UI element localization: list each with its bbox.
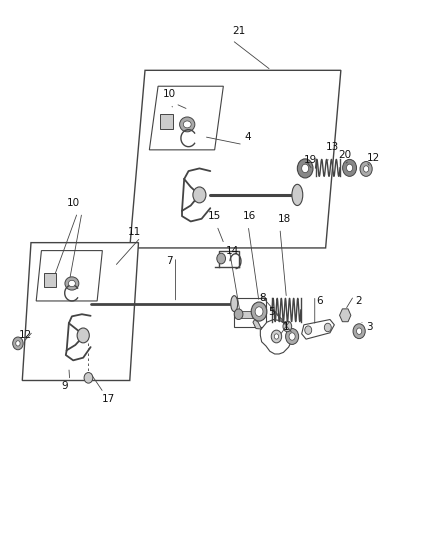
Ellipse shape xyxy=(184,121,191,128)
Polygon shape xyxy=(339,309,351,322)
Text: 21: 21 xyxy=(232,26,245,36)
Polygon shape xyxy=(253,319,261,329)
Polygon shape xyxy=(36,251,102,301)
Circle shape xyxy=(353,324,365,338)
Text: 16: 16 xyxy=(243,211,256,221)
Bar xyxy=(234,298,265,327)
Bar xyxy=(241,311,257,318)
Circle shape xyxy=(234,309,243,319)
Circle shape xyxy=(302,164,309,173)
Text: 20: 20 xyxy=(339,150,352,160)
Ellipse shape xyxy=(292,184,303,206)
Ellipse shape xyxy=(65,277,79,290)
Circle shape xyxy=(286,328,299,344)
Circle shape xyxy=(217,253,226,264)
Circle shape xyxy=(346,164,353,172)
Text: 18: 18 xyxy=(278,214,291,224)
Circle shape xyxy=(297,159,313,178)
Circle shape xyxy=(274,334,279,339)
Polygon shape xyxy=(22,243,138,381)
Circle shape xyxy=(360,161,372,176)
Text: 8: 8 xyxy=(259,293,266,303)
Circle shape xyxy=(16,341,20,346)
Polygon shape xyxy=(260,319,292,354)
Circle shape xyxy=(271,330,282,343)
Text: 1: 1 xyxy=(283,322,290,333)
Text: 2: 2 xyxy=(355,296,362,306)
Text: 10: 10 xyxy=(67,198,80,208)
Circle shape xyxy=(364,166,369,172)
Text: 12: 12 xyxy=(19,330,32,341)
Text: 6: 6 xyxy=(316,296,322,306)
Bar xyxy=(160,114,173,128)
Text: 14: 14 xyxy=(226,246,239,256)
Circle shape xyxy=(193,187,206,203)
Circle shape xyxy=(289,333,295,340)
Text: 5: 5 xyxy=(268,306,275,317)
Circle shape xyxy=(305,326,312,334)
Polygon shape xyxy=(149,86,223,150)
Circle shape xyxy=(13,337,23,350)
Text: 3: 3 xyxy=(366,322,372,333)
Bar xyxy=(44,273,56,287)
Circle shape xyxy=(324,323,331,332)
Ellipse shape xyxy=(68,280,75,287)
Text: 11: 11 xyxy=(127,227,141,237)
Polygon shape xyxy=(302,319,334,339)
Text: 15: 15 xyxy=(208,211,221,221)
Ellipse shape xyxy=(231,296,238,312)
Circle shape xyxy=(357,328,362,334)
Circle shape xyxy=(343,159,357,176)
Text: 17: 17 xyxy=(101,394,115,404)
Text: 12: 12 xyxy=(367,153,380,163)
Text: 19: 19 xyxy=(304,156,317,165)
Text: 7: 7 xyxy=(166,256,172,266)
Text: 13: 13 xyxy=(325,142,339,152)
Circle shape xyxy=(77,328,89,343)
Circle shape xyxy=(84,373,93,383)
Ellipse shape xyxy=(180,117,195,132)
Text: 9: 9 xyxy=(61,381,68,391)
Polygon shape xyxy=(130,70,341,248)
Text: 10: 10 xyxy=(162,89,176,99)
Circle shape xyxy=(251,302,267,321)
Text: 4: 4 xyxy=(244,132,251,142)
Circle shape xyxy=(283,321,292,332)
Circle shape xyxy=(255,307,263,317)
